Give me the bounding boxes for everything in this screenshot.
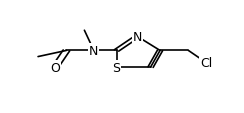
- Text: N: N: [133, 31, 142, 44]
- Text: S: S: [112, 61, 121, 74]
- Text: N: N: [89, 45, 99, 57]
- Text: O: O: [50, 61, 60, 74]
- Text: Cl: Cl: [200, 57, 213, 70]
